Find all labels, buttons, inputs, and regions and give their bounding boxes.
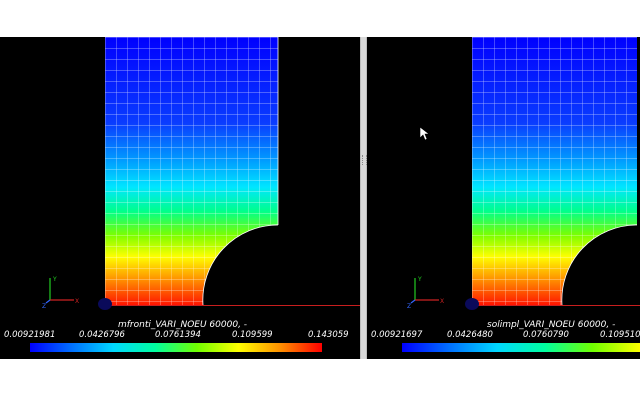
hole-edge-right: [561, 224, 638, 306]
svg-text:Y: Y: [52, 276, 57, 283]
scalar-bar-left: [30, 343, 322, 352]
field-title-left: mfronti_VARI_NOEU 60000, -: [118, 320, 248, 330]
svg-text:X: X: [75, 298, 79, 305]
render-view-right[interactable]: Y X Z solimpl_VARI_NOEU 60000, - 0.00921…: [367, 37, 640, 359]
origin-marker-right: [465, 298, 479, 310]
tick-label: 0.0426796: [79, 330, 125, 340]
origin-marker-left: [98, 298, 112, 310]
tick-label: 0.00921697: [371, 330, 423, 340]
mesh-plot-left[interactable]: Y X Z: [0, 37, 360, 359]
tick-label: 0.0760790: [523, 330, 569, 340]
tick-label: 0.109599: [232, 330, 273, 340]
view-splitter[interactable]: [360, 37, 367, 359]
mesh-grid-left: [105, 37, 278, 305]
scalar-bar-right: [402, 343, 640, 352]
hole-edge-left: [202, 224, 279, 306]
svg-text:X: X: [440, 298, 444, 305]
tick-label: 0.109510: [600, 330, 640, 340]
render-view-left[interactable]: Y X Z mfronti_VARI_NOEU 60000, - 0.00921…: [0, 37, 360, 359]
tick-label: 0.0761394: [155, 330, 201, 340]
splitter-grip-icon[interactable]: [362, 155, 367, 165]
tick-label: 0.143059: [308, 330, 349, 340]
tick-label: 0.00921981: [4, 330, 56, 340]
axes-triad-left: Y X Z: [42, 276, 79, 310]
axes-triad-right: Y X Z: [407, 276, 444, 310]
svg-text:Z: Z: [407, 303, 411, 310]
tick-label: 0.0426480: [447, 330, 493, 340]
svg-text:Z: Z: [42, 303, 46, 310]
mouse-cursor-icon: [419, 126, 430, 141]
mesh-grid-right: [472, 37, 637, 305]
svg-text:Y: Y: [417, 276, 422, 283]
field-title-right: solimpl_VARI_NOEU 60000, -: [487, 320, 616, 330]
mesh-plot-right[interactable]: Y X Z: [367, 37, 640, 359]
